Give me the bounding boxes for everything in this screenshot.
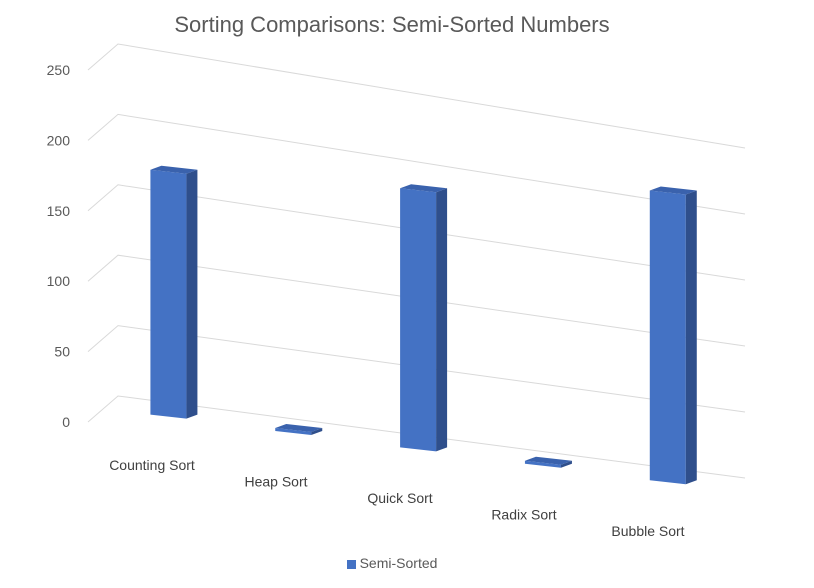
y-tick-label: 200 bbox=[47, 132, 71, 148]
x-category-label: Radix Sort bbox=[491, 506, 556, 522]
y-tick-label: 100 bbox=[47, 273, 71, 289]
bar-top bbox=[649, 186, 697, 195]
x-category-label: Bubble Sort bbox=[611, 523, 684, 539]
gridline bbox=[87, 184, 746, 281]
bar-top bbox=[524, 456, 572, 465]
gridline bbox=[87, 254, 746, 347]
bar-side bbox=[560, 460, 572, 468]
y-tick-label: 0 bbox=[62, 414, 70, 430]
bar-side bbox=[311, 428, 323, 435]
bar bbox=[275, 424, 323, 435]
x-category-label: Counting Sort bbox=[109, 457, 195, 473]
y-axis-ticks: 0 50 100 150 200 250 bbox=[47, 62, 71, 430]
x-category-label: Heap Sort bbox=[244, 474, 307, 490]
gridline bbox=[87, 43, 746, 149]
gridline bbox=[87, 395, 746, 479]
bar-front bbox=[649, 190, 686, 485]
bar-side bbox=[186, 169, 198, 419]
bar-front bbox=[275, 428, 312, 435]
y-tick-label: 250 bbox=[47, 62, 71, 78]
y-tick-label: 150 bbox=[47, 203, 71, 219]
chart-title: Sorting Comparisons: Semi-Sorted Numbers bbox=[174, 12, 610, 37]
bar-front bbox=[400, 188, 437, 452]
bar-front bbox=[524, 460, 561, 468]
bar-top bbox=[275, 424, 323, 432]
bar-front bbox=[150, 169, 187, 419]
x-category-label: Quick Sort bbox=[367, 490, 432, 506]
legend: Semi-Sorted bbox=[0, 555, 784, 571]
bars bbox=[150, 165, 697, 485]
y-tick-label: 50 bbox=[54, 344, 70, 360]
bar-side bbox=[436, 188, 448, 452]
gridlines bbox=[87, 43, 746, 479]
bar bbox=[400, 184, 448, 452]
bar bbox=[150, 165, 198, 419]
bar bbox=[524, 456, 572, 468]
bar-top bbox=[400, 184, 448, 193]
gridline bbox=[87, 325, 746, 413]
bar-side bbox=[685, 190, 697, 485]
bar-top bbox=[150, 165, 198, 174]
gridline bbox=[87, 113, 746, 215]
x-axis-labels: Counting Sort Heap Sort Quick Sort Radix So… bbox=[109, 457, 684, 539]
legend-label: Semi-Sorted bbox=[359, 555, 438, 571]
legend-swatch bbox=[346, 559, 356, 569]
bar bbox=[649, 186, 697, 485]
